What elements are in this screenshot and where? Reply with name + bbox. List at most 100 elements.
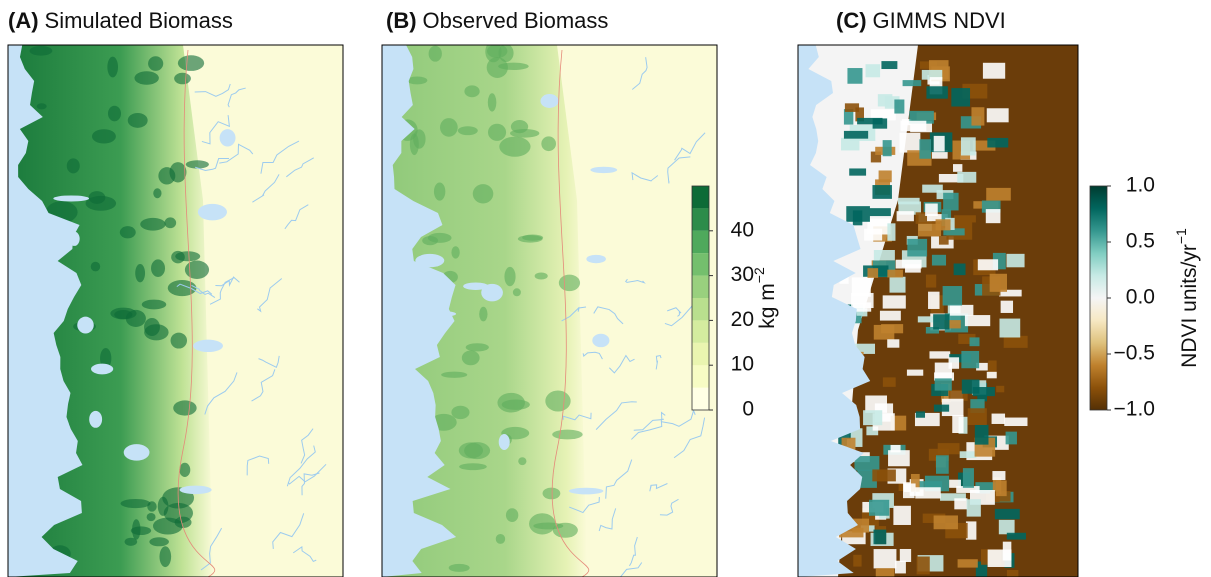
trend-cell [841,138,859,151]
lake [77,317,93,334]
trend-cell [987,108,1009,122]
trend-cell [1007,570,1018,577]
trend-cell [932,255,946,266]
trend-cell [939,236,949,245]
trend-cell [891,445,901,452]
trend-cell [960,451,977,458]
vegetation-patch [541,136,556,151]
trend-cell [903,80,922,86]
vegetation-patch [173,400,196,415]
trend-cell [986,209,1001,223]
trend-cell [883,140,892,156]
vegetation-patch [518,457,526,465]
lake [180,486,212,494]
trend-cell [1007,533,1026,540]
panel-title: (C)GIMMS NDVI [836,8,1006,33]
trend-cell [938,443,960,454]
trend-cell [996,480,1007,496]
vegetation-patch [153,188,161,198]
vegetation-patch [451,406,469,419]
trend-cell [951,88,970,106]
colorbar-band [692,208,709,230]
lake [586,255,606,263]
trend-cell [852,277,871,296]
trend-cell [844,131,868,139]
trend-cell [992,471,1005,480]
vegetation-patch [487,44,507,58]
lake [590,167,617,173]
lake [592,334,609,347]
lake [193,340,223,352]
vegetation-patch [459,463,487,470]
trend-cell [863,410,882,425]
trend-cell [887,223,895,240]
trend-cell [853,555,861,567]
colorbar-label-text: NDVI units/yr [1178,244,1201,368]
vegetation-patch [110,308,136,320]
vegetation-patch [434,182,445,200]
trend-cell [952,415,963,433]
trend-cell [900,121,926,131]
trend-cell [879,170,892,182]
trend-cell [854,456,879,471]
vegetation-patch [171,251,185,263]
trend-cell [881,324,903,333]
trend-cell [874,250,895,260]
trend-cell [899,133,920,153]
vegetation-patch [142,300,167,310]
trend-cell [900,549,911,562]
trend-cell [876,568,895,577]
trend-cell [987,372,997,379]
vegetation-patch [171,333,187,349]
trend-cell [907,239,927,257]
trend-cell [957,172,976,183]
vegetation-patch [496,534,505,544]
lake [69,232,80,246]
colorbar-tick-label: 0.0 [1126,286,1155,309]
lake [53,195,89,201]
vegetation-patch [179,463,190,477]
trend-cell [1003,542,1012,561]
vegetation-patch [511,120,528,133]
colorbar-band [692,298,709,320]
colorbar-band [692,365,709,387]
vegetation-patch [458,126,478,135]
vegetation-patch [462,350,480,365]
vegetation-patch [473,184,494,203]
trend-cell [904,483,916,492]
trend-cell [963,468,974,488]
trend-cell [894,99,904,113]
colorbar-label: kg m−2 [751,267,779,329]
trend-cell [897,211,914,221]
trend-cell [992,414,1005,424]
panel-title-text: Simulated Biomass [45,8,233,33]
lake [420,311,456,317]
vegetation-patch [168,280,197,296]
trend-cell [943,193,958,211]
vegetation-patch [479,307,487,322]
vegetation-patch [504,267,515,286]
vegetation-patch [513,288,521,296]
map-panel [382,41,717,577]
trend-cell [995,509,1020,519]
vegetation-patch [149,537,169,546]
trend-cell [872,185,891,199]
trend-cell [916,411,925,417]
colorbar-tick-label: 0 [742,398,754,421]
trend-cell [888,450,910,466]
trend-cell [883,295,906,308]
trend-cell [1007,254,1025,267]
panel-letter: (B) [386,8,417,33]
trend-cell [999,520,1015,534]
trend-cell [883,377,896,386]
trend-cell [847,68,862,84]
trend-cell [878,94,893,106]
vegetation-patch [535,272,548,279]
trend-cell [936,219,951,230]
vegetation-patch [169,162,186,182]
trend-cell [869,500,889,516]
vegetation-patch [128,113,148,128]
vegetation-patch [132,519,141,539]
trend-cell [954,215,976,222]
vegetation-patch [466,343,489,351]
